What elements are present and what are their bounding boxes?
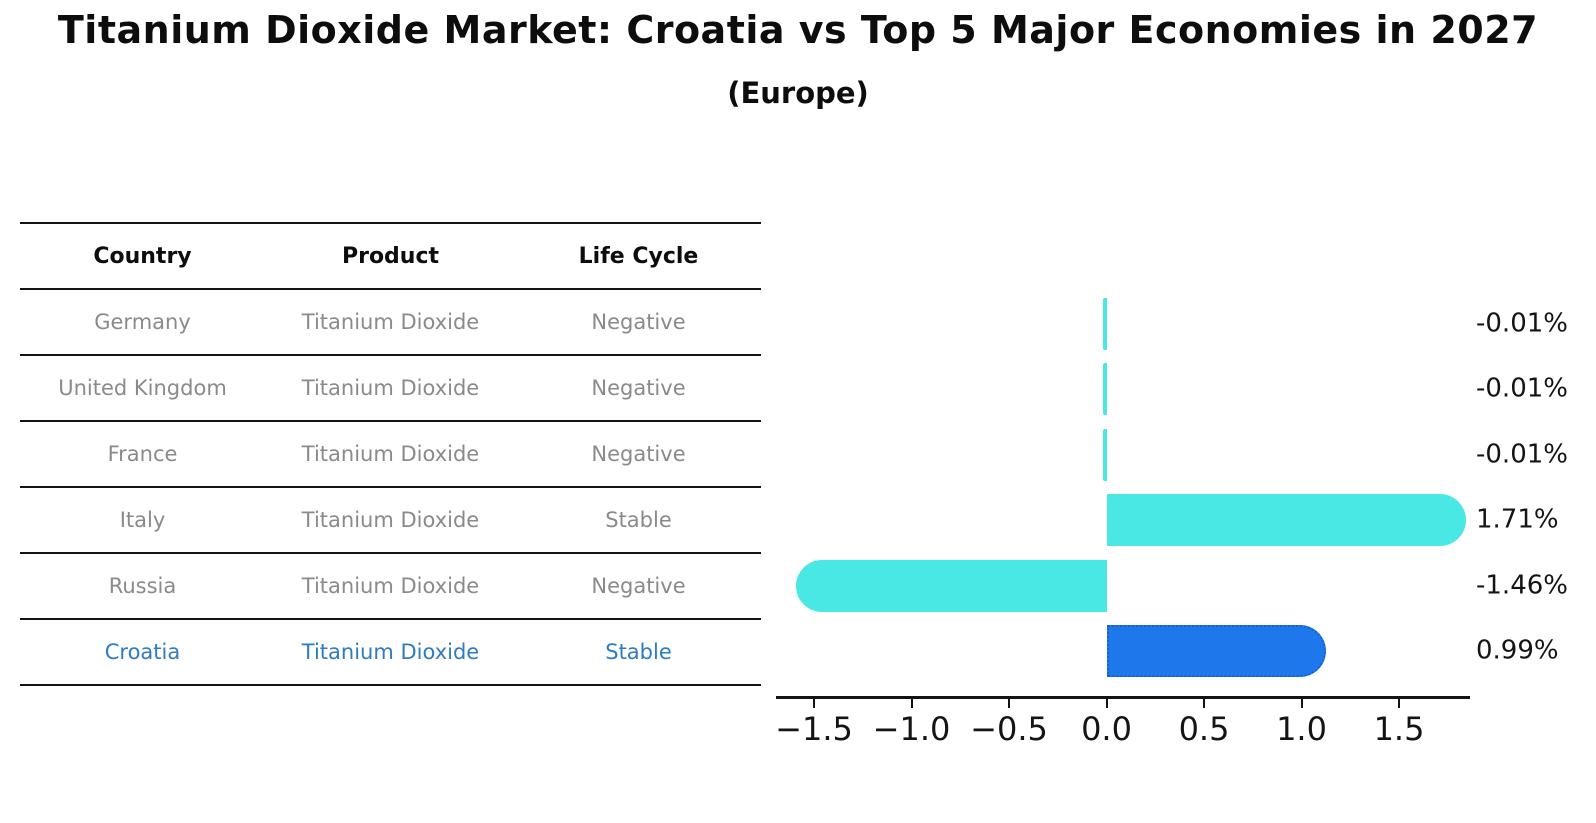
product-cell: Titanium Dioxide	[301, 310, 480, 334]
column-header-lifecycle: Life Cycle	[578, 243, 699, 269]
comparison-table: Country Product Life Cycle Germany Titan…	[20, 222, 761, 686]
x-axis-tick-label: 0.5	[1178, 710, 1230, 748]
country-cell: United Kingdom	[58, 376, 227, 400]
x-axis-tick-label: −1.5	[775, 710, 853, 748]
x-axis-tick	[910, 698, 913, 708]
table-row-germany: Germany Titanium Dioxide Negative	[20, 290, 761, 356]
column-header-product: Product	[341, 243, 440, 269]
table-row-france: France Titanium Dioxide Negative	[20, 422, 761, 488]
x-axis-tick-label: 1.0	[1276, 710, 1327, 748]
product-cell: Titanium Dioxide	[301, 574, 480, 598]
bar-germany	[1102, 298, 1107, 350]
x-axis-tick-label: −0.5	[970, 710, 1048, 748]
chart-subtitle: (Europe)	[727, 76, 869, 110]
bar-value-label: -0.01%	[1476, 439, 1568, 470]
table-row-croatia: Croatia Titanium Dioxide Stable	[20, 620, 761, 686]
lifecycle-cell: Negative	[591, 442, 686, 466]
country-cell: France	[107, 442, 178, 466]
bar-value-label: -0.01%	[1476, 308, 1568, 339]
x-axis-tick	[1398, 698, 1401, 708]
column-header-country: Country	[93, 243, 192, 269]
country-cell: Croatia	[104, 640, 181, 664]
x-axis-tick-label: 1.5	[1373, 710, 1425, 748]
lifecycle-cell: Stable	[605, 508, 672, 532]
bar-italy	[1106, 494, 1466, 547]
bar-value-label: -0.01%	[1476, 373, 1568, 404]
lifecycle-cell: Stable	[605, 640, 672, 664]
product-cell: Titanium Dioxide	[301, 442, 480, 466]
x-axis-tick	[1105, 698, 1108, 708]
product-cell: Titanium Dioxide	[301, 508, 480, 532]
x-axis-line	[776, 696, 1470, 699]
table-header-row: Country Product Life Cycle	[20, 224, 761, 290]
lifecycle-cell: Negative	[591, 376, 686, 400]
country-cell: Italy	[119, 508, 166, 532]
product-cell: Titanium Dioxide	[301, 376, 480, 400]
bar-value-label: 1.71%	[1476, 504, 1559, 535]
table-row-united-kingdom: United Kingdom Titanium Dioxide Negative	[20, 356, 761, 422]
bar-croatia	[1106, 625, 1326, 677]
x-axis-tick	[813, 698, 816, 708]
lifecycle-cell: Negative	[591, 310, 686, 334]
x-axis-tick	[1300, 698, 1303, 708]
table-row-italy: Italy Titanium Dioxide Stable	[20, 488, 761, 554]
country-cell: Germany	[94, 310, 191, 334]
product-cell: Titanium Dioxide	[301, 640, 480, 664]
bar-value-label: 0.99%	[1476, 635, 1559, 666]
bar-united-kingdom	[1102, 363, 1107, 416]
x-axis-tick	[1008, 698, 1011, 708]
x-axis-tick-label: −1.0	[872, 710, 951, 748]
bar-russia	[795, 559, 1107, 612]
lifecycle-cell: Negative	[591, 574, 686, 598]
x-axis-tick	[1203, 698, 1206, 708]
table-row-russia: Russia Titanium Dioxide Negative	[20, 554, 761, 620]
chart-title: Titanium Dioxide Market: Croatia vs Top …	[57, 8, 1539, 52]
x-axis-tick-label: 0.0	[1081, 710, 1132, 748]
country-cell: Russia	[108, 574, 177, 598]
bar-france	[1102, 428, 1107, 481]
bar-value-label: -1.46%	[1476, 569, 1568, 600]
